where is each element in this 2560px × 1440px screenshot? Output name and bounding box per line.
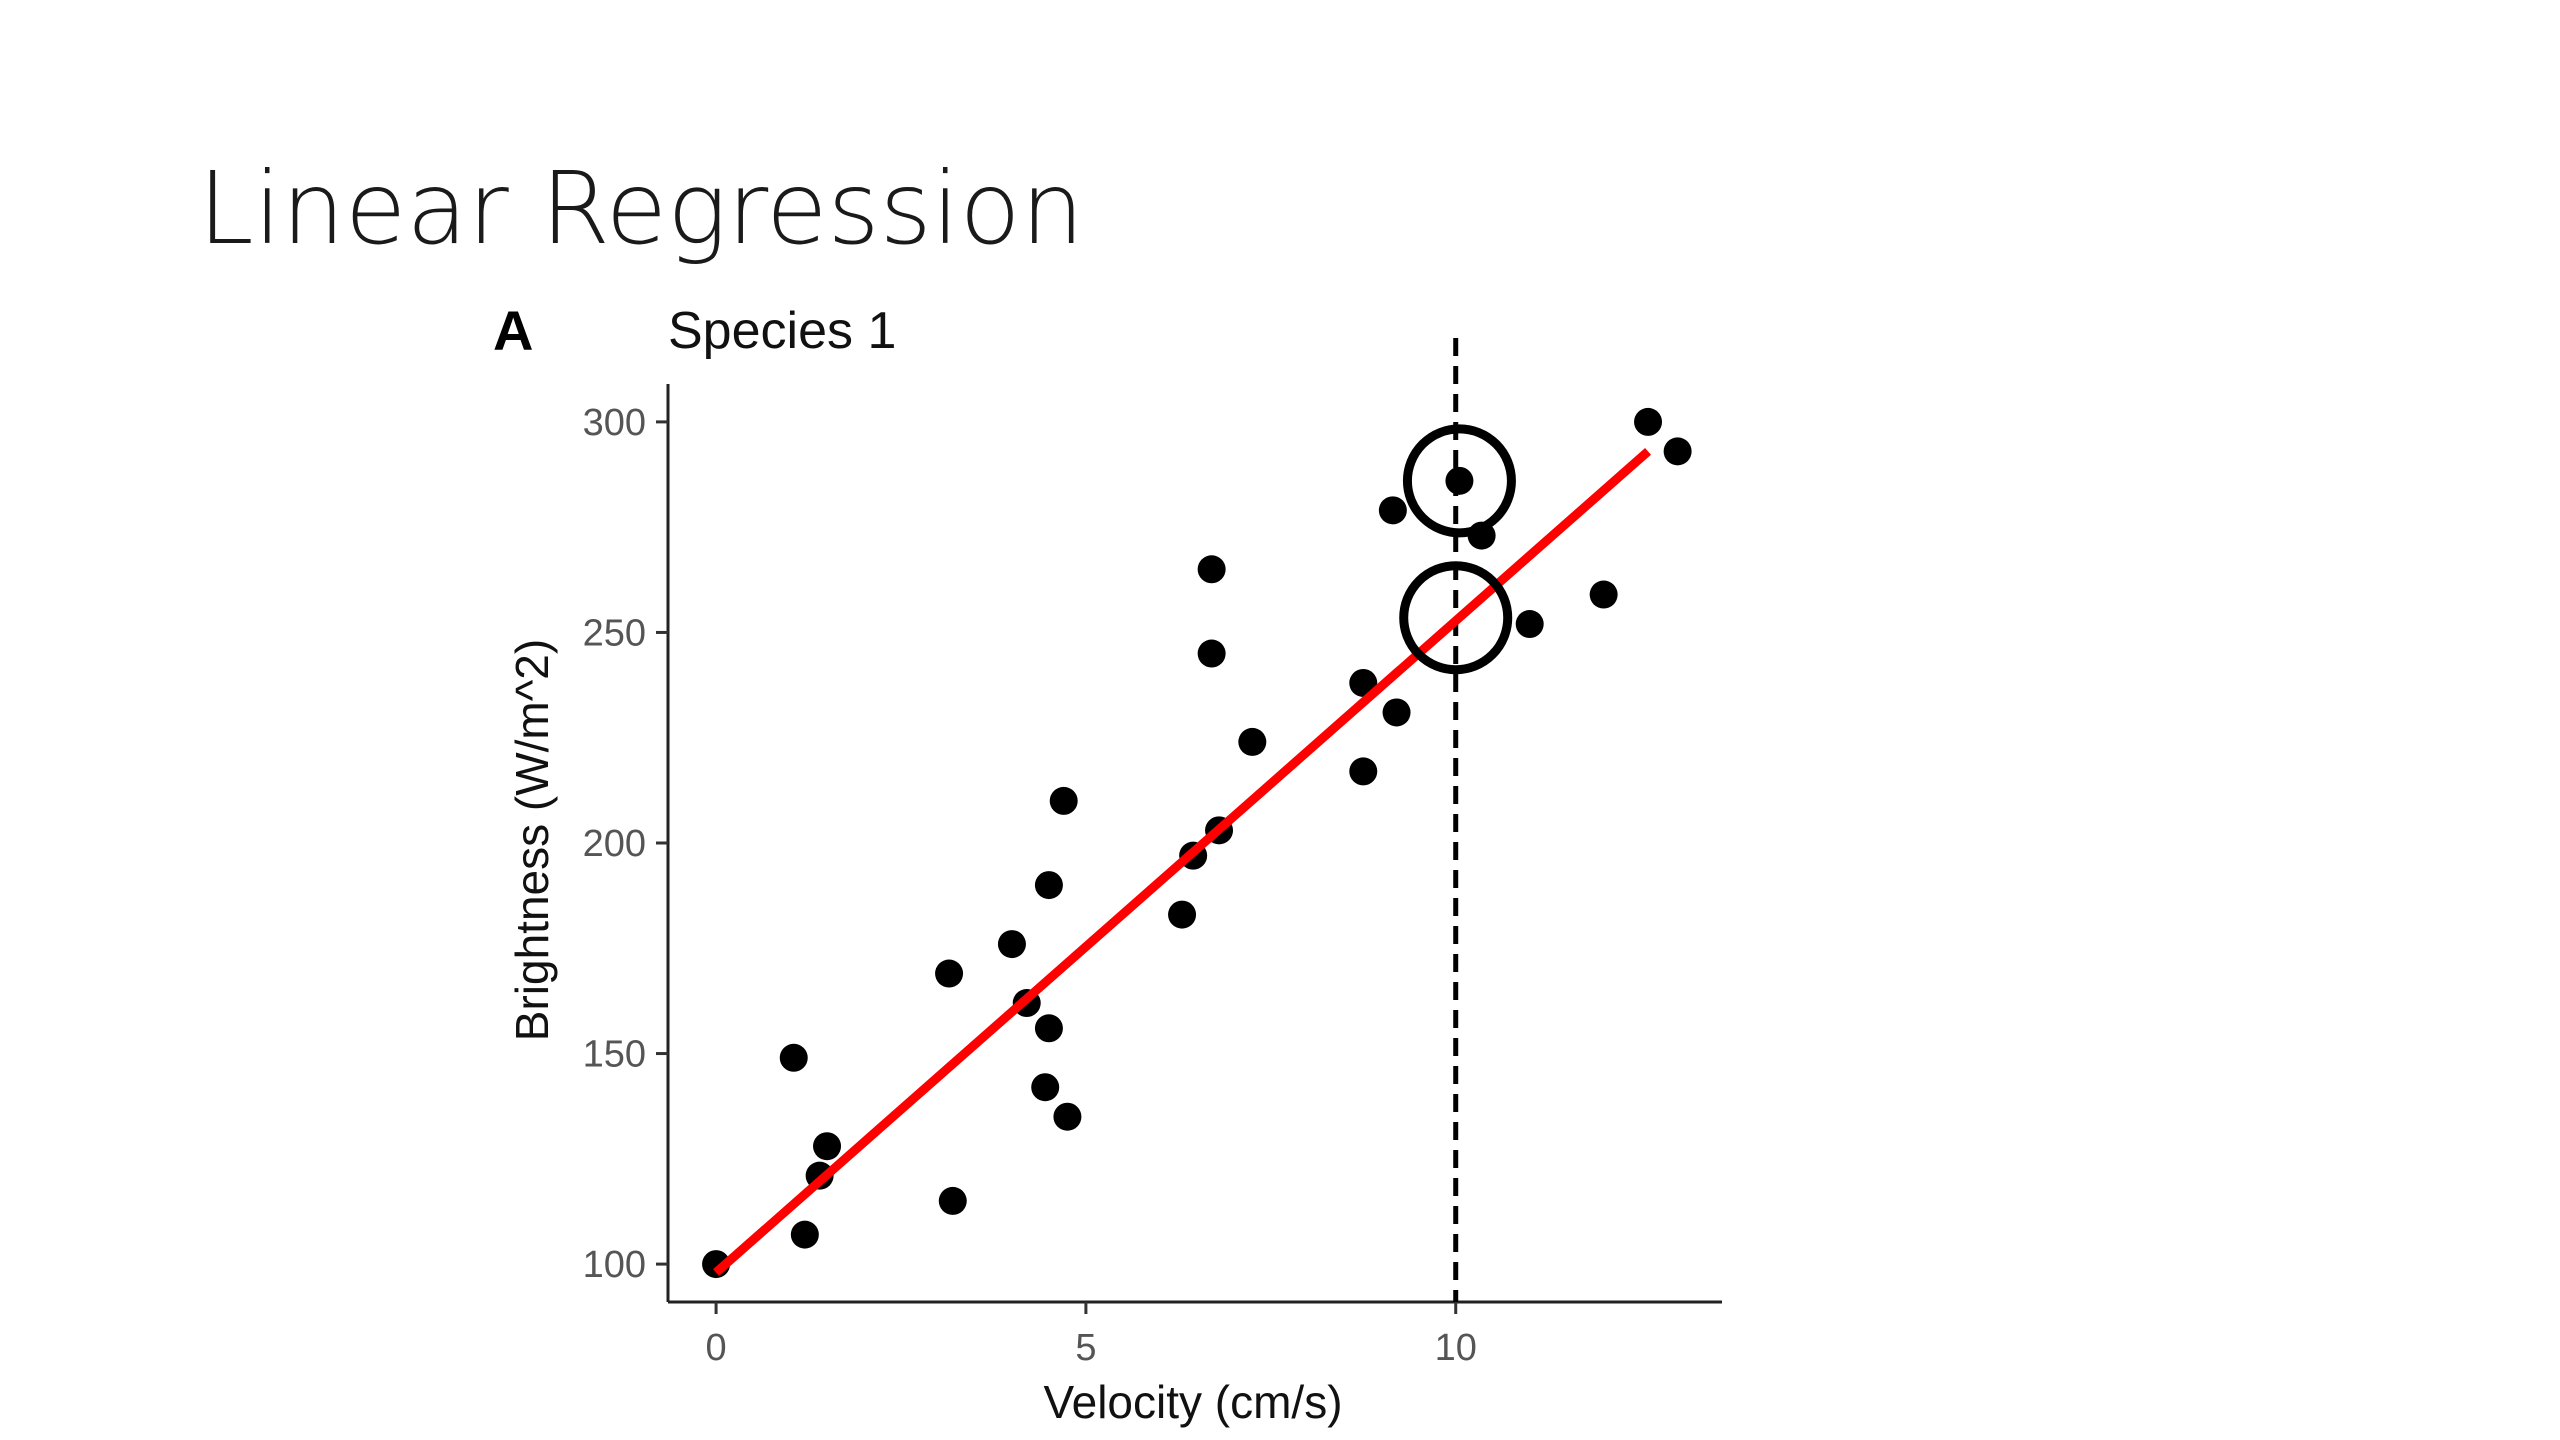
x-tick-label: 0 <box>706 1327 727 1369</box>
data-point <box>1589 580 1618 609</box>
data-point <box>1634 407 1663 436</box>
data-point <box>938 1186 967 1215</box>
y-tick-label: 150 <box>583 1034 646 1076</box>
data-point <box>1445 466 1474 495</box>
data-point <box>1238 727 1267 756</box>
data-point <box>1515 610 1544 639</box>
data-point <box>1049 786 1078 815</box>
data-point <box>935 959 964 988</box>
data-point <box>1034 871 1063 900</box>
data-point <box>1053 1102 1082 1131</box>
regression-line <box>713 447 1652 1276</box>
y-tick-label: 100 <box>583 1244 646 1286</box>
data-point <box>1663 437 1692 466</box>
axes: 100 150 200 250 300 0 5 10 <box>583 384 1722 1369</box>
x-tick-label: 5 <box>1075 1327 1096 1369</box>
highlight-circle-observed <box>1402 424 1516 538</box>
data-point <box>1031 1073 1060 1102</box>
y-axis-label: Brightness (W/m^2) <box>506 639 558 1041</box>
x-tick-label: 10 <box>1435 1327 1477 1369</box>
chart-title: Species 1 <box>668 302 896 360</box>
y-tick-label: 300 <box>583 402 646 444</box>
data-point <box>997 930 1026 959</box>
data-point <box>813 1132 842 1161</box>
panel-label: A <box>493 299 533 362</box>
data-point <box>1034 1014 1063 1043</box>
y-tick-label: 250 <box>583 612 646 654</box>
points-layer <box>702 407 1692 1279</box>
data-point <box>1378 496 1407 525</box>
y-tick-label: 200 <box>583 823 646 865</box>
data-point <box>790 1220 819 1249</box>
data-point <box>1197 639 1226 668</box>
data-point <box>1168 900 1197 929</box>
data-point <box>1349 668 1378 697</box>
data-point <box>779 1043 808 1072</box>
highlight-layer <box>1399 424 1516 675</box>
data-point <box>1349 757 1378 786</box>
x-axis-label: Velocity (cm/s) <box>1043 1376 1342 1428</box>
data-point <box>1197 555 1226 584</box>
slide-title: Linear Regression <box>198 150 1085 267</box>
data-point <box>1382 698 1411 727</box>
regression-layer <box>713 447 1652 1276</box>
highlight-circle-predicted <box>1399 561 1513 675</box>
